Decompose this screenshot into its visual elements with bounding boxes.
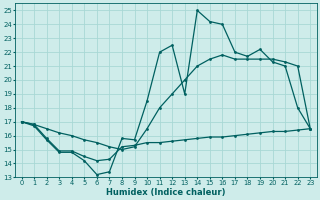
X-axis label: Humidex (Indice chaleur): Humidex (Indice chaleur)	[106, 188, 226, 197]
